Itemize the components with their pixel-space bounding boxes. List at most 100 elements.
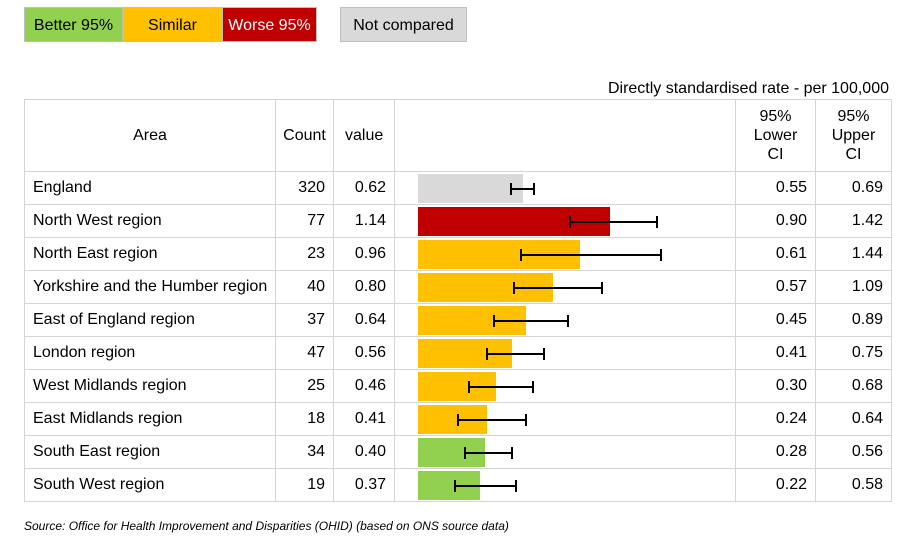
table-row: South West region 19 0.37 0.22 0.58 [24, 468, 892, 502]
legend-not-compared: Not compared [340, 7, 467, 42]
ci-line [514, 287, 602, 289]
value-cell: 0.56 [333, 336, 395, 370]
area-cell: West Midlands region [24, 369, 276, 403]
lower-ci-cell: 0.41 [735, 336, 816, 370]
count-cell: 23 [275, 237, 334, 271]
bar-cell [394, 237, 736, 271]
value-cell: 0.62 [333, 171, 395, 205]
bar-cell [394, 171, 736, 205]
upper-ci-cell: 0.75 [815, 336, 892, 370]
value-cell: 0.80 [333, 270, 395, 304]
header-value: value [333, 99, 395, 172]
value-cell: 0.46 [333, 369, 395, 403]
header-bar [394, 99, 736, 172]
ci-lower-cap [486, 348, 489, 360]
upper-ci-cell: 0.69 [815, 171, 892, 205]
ci-line [510, 188, 535, 190]
source-note: Source: Office for Health Improvement an… [24, 519, 509, 533]
area-cell: East of England region [24, 303, 276, 337]
legend-similar: Similar [123, 7, 222, 42]
bar-cell [394, 336, 736, 370]
value-cell: 0.64 [333, 303, 395, 337]
upper-ci-cell: 0.68 [815, 369, 892, 403]
table-row: London region 47 0.56 0.41 0.75 [24, 336, 892, 370]
area-cell: South East region [24, 435, 276, 469]
count-cell: 18 [275, 402, 334, 436]
table-row: East Midlands region 18 0.41 0.24 0.64 [24, 402, 892, 436]
ci-line [468, 386, 533, 388]
ci-lower-cap [519, 249, 522, 261]
count-cell: 25 [275, 369, 334, 403]
upper-ci-cell: 0.58 [815, 468, 892, 502]
ci-line [465, 452, 513, 454]
bar-cell [394, 303, 736, 337]
count-cell: 37 [275, 303, 334, 337]
area-cell: East Midlands region [24, 402, 276, 436]
count-cell: 40 [275, 270, 334, 304]
header-upper-ci: 95% Upper CI [815, 99, 892, 172]
upper-ci-cell: 0.89 [815, 303, 892, 337]
ci-upper-cap [514, 480, 517, 492]
value-cell: 0.41 [333, 402, 395, 436]
area-cell: South West region [24, 468, 276, 502]
lower-ci-cell: 0.90 [735, 204, 816, 238]
header-area: Area [24, 99, 276, 172]
ci-upper-cap [600, 282, 603, 294]
ci-line [455, 485, 516, 487]
ci-lower-cap [568, 216, 571, 228]
ci-line [487, 353, 545, 355]
upper-ci-cell: 1.44 [815, 237, 892, 271]
table-row: North West region 77 1.14 0.90 1.42 [24, 204, 892, 238]
ci-lower-cap [492, 315, 495, 327]
bar-cell [394, 468, 736, 502]
ci-upper-cap [511, 447, 514, 459]
ci-lower-cap [454, 480, 457, 492]
header-count: Count [275, 99, 334, 172]
bar [418, 174, 523, 203]
bar-cell [394, 402, 736, 436]
value-cell: 0.37 [333, 468, 395, 502]
value-cell: 0.40 [333, 435, 395, 469]
lower-ci-cell: 0.57 [735, 270, 816, 304]
count-cell: 19 [275, 468, 334, 502]
count-cell: 47 [275, 336, 334, 370]
ci-lower-cap [457, 414, 460, 426]
value-cell: 0.96 [333, 237, 395, 271]
bar-cell [394, 270, 736, 304]
ci-upper-cap [531, 381, 534, 393]
area-cell: England [24, 171, 276, 205]
upper-ci-cell: 1.42 [815, 204, 892, 238]
ci-line [569, 221, 658, 223]
table-row: South East region 34 0.40 0.28 0.56 [24, 435, 892, 469]
area-cell: North West region [24, 204, 276, 238]
unit-label: Directly standardised rate - per 100,000 [607, 80, 889, 97]
data-table: Area Count value 95% Lower CI 95% Upper … [24, 99, 892, 502]
lower-ci-cell: 0.45 [735, 303, 816, 337]
legend-worse: Worse 95% [222, 7, 317, 42]
lower-ci-cell: 0.55 [735, 171, 816, 205]
ci-line [493, 320, 568, 322]
legend-better: Better 95% [24, 7, 123, 42]
lower-ci-cell: 0.28 [735, 435, 816, 469]
header-lower-ci: 95% Lower CI [735, 99, 816, 172]
lower-ci-cell: 0.24 [735, 402, 816, 436]
value-cell: 1.14 [333, 204, 395, 238]
ci-upper-cap [659, 249, 662, 261]
ci-upper-cap [533, 183, 536, 195]
ci-lower-cap [513, 282, 516, 294]
ci-lower-cap [467, 381, 470, 393]
ci-line [458, 419, 526, 421]
lower-ci-cell: 0.30 [735, 369, 816, 403]
area-cell: North East region [24, 237, 276, 271]
count-cell: 34 [275, 435, 334, 469]
upper-ci-cell: 1.09 [815, 270, 892, 304]
lower-ci-cell: 0.61 [735, 237, 816, 271]
ci-upper-cap [543, 348, 546, 360]
ci-upper-cap [656, 216, 659, 228]
table-row: North East region 23 0.96 0.61 1.44 [24, 237, 892, 271]
lower-ci-cell: 0.22 [735, 468, 816, 502]
ci-lower-cap [464, 447, 467, 459]
table-row: West Midlands region 25 0.46 0.30 0.68 [24, 369, 892, 403]
legend: Better 95% Similar Worse 95% Not compare… [24, 7, 467, 42]
area-cell: Yorkshire and the Humber region [24, 270, 276, 304]
